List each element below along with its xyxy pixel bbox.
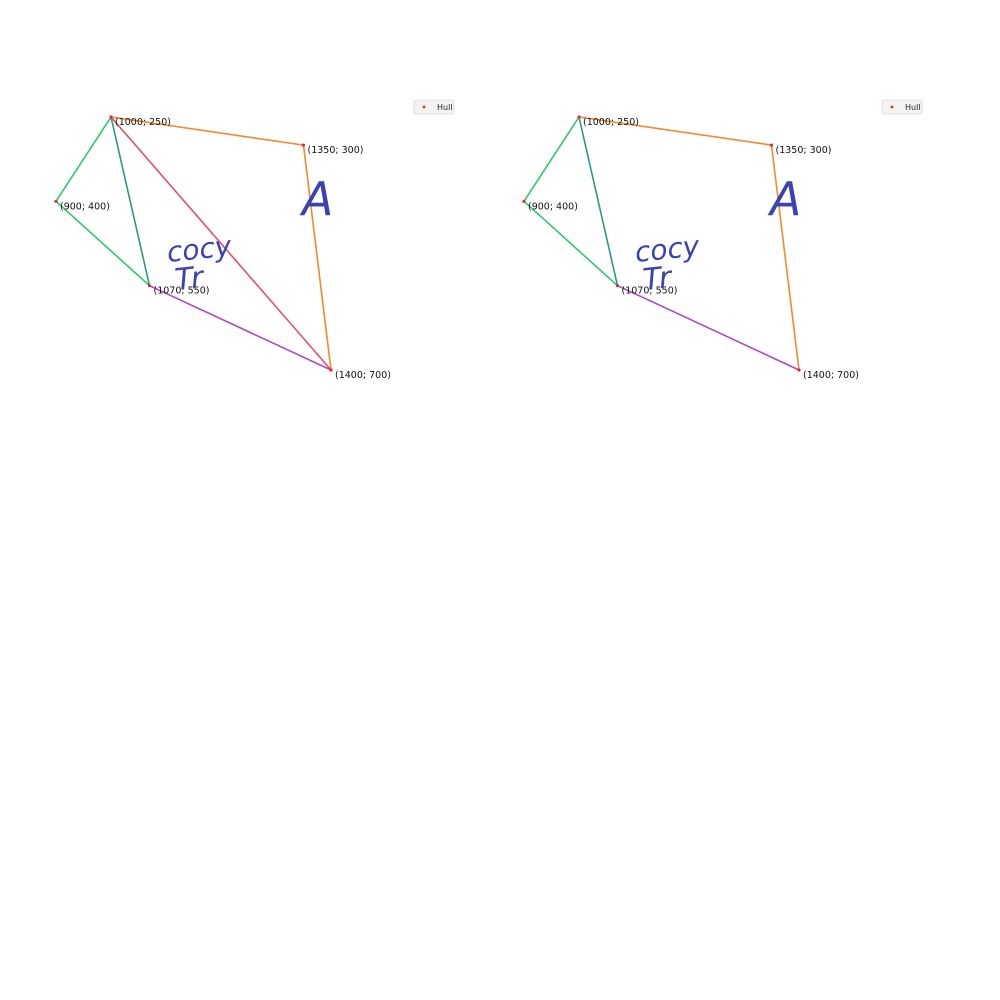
vertex-marker	[54, 199, 58, 203]
vertex-marker	[769, 143, 774, 147]
handwritten-word-line1: cocy	[633, 229, 701, 269]
handwritten-word-line2: Tr	[173, 260, 206, 298]
hull-edge-p1-p3	[523, 116, 580, 203]
handwritten-word-line1: cocy	[165, 229, 233, 269]
hull-edge-p4-p5	[616, 284, 800, 371]
vertex-label: (1000; 250)	[115, 117, 171, 128]
hull-edge-p1-p5	[110, 116, 332, 371]
vertex-label: (1070; 550)	[622, 286, 678, 297]
legend-label: Hull	[437, 103, 453, 112]
legend-marker	[422, 105, 426, 109]
hull-edge-p1-p3	[55, 116, 112, 203]
vertex-label: (1400; 700)	[803, 370, 859, 381]
vertex-marker	[301, 143, 306, 147]
legend-marker	[890, 105, 894, 109]
hull-edge-p1-p2	[578, 116, 773, 146]
vertex-label: (1000; 250)	[583, 117, 639, 128]
vertex-marker	[147, 284, 152, 288]
hull-edge-p1-p4	[110, 116, 151, 287]
vertex-label: (900; 400)	[528, 201, 578, 212]
hull-edge-p3-p4	[523, 200, 619, 287]
hull-edge-p2-p5	[302, 144, 332, 371]
vertex-marker	[615, 284, 620, 288]
right-panel: (1000; 250) (1350; 300) (900; 400) (1070; 5…	[522, 99, 923, 381]
hull-edge-p1-p4	[578, 116, 619, 287]
vertex-label: (1350; 300)	[776, 145, 832, 156]
hull-edge-p2-p5	[770, 144, 800, 371]
vertex-label: (1400; 700)	[335, 370, 391, 381]
legend-label: Hull	[905, 103, 921, 112]
handwritten-word-line2: Tr	[641, 260, 674, 298]
vertex-marker	[329, 368, 333, 372]
hull-edge-p4-p5	[148, 284, 332, 371]
vertex-label: (900; 400)	[60, 201, 110, 212]
left-panel: (1000; 250) (1350; 300) (900; 400) (1070; 5…	[54, 99, 455, 381]
vertex-label: (1070; 550)	[154, 286, 210, 297]
hull-edge-p3-p4	[55, 200, 151, 287]
handwritten-letter-a: A	[767, 172, 801, 226]
hull-edge-p1-p2	[110, 116, 305, 146]
vertex-marker	[577, 115, 581, 119]
handwritten-letter-a: A	[299, 172, 333, 226]
legend-box	[881, 99, 923, 115]
vertex-marker	[109, 115, 113, 119]
legend-box	[413, 99, 455, 115]
vertex-label: (1350; 300)	[308, 145, 364, 156]
vertex-marker	[797, 368, 801, 372]
vertex-marker	[522, 199, 526, 203]
